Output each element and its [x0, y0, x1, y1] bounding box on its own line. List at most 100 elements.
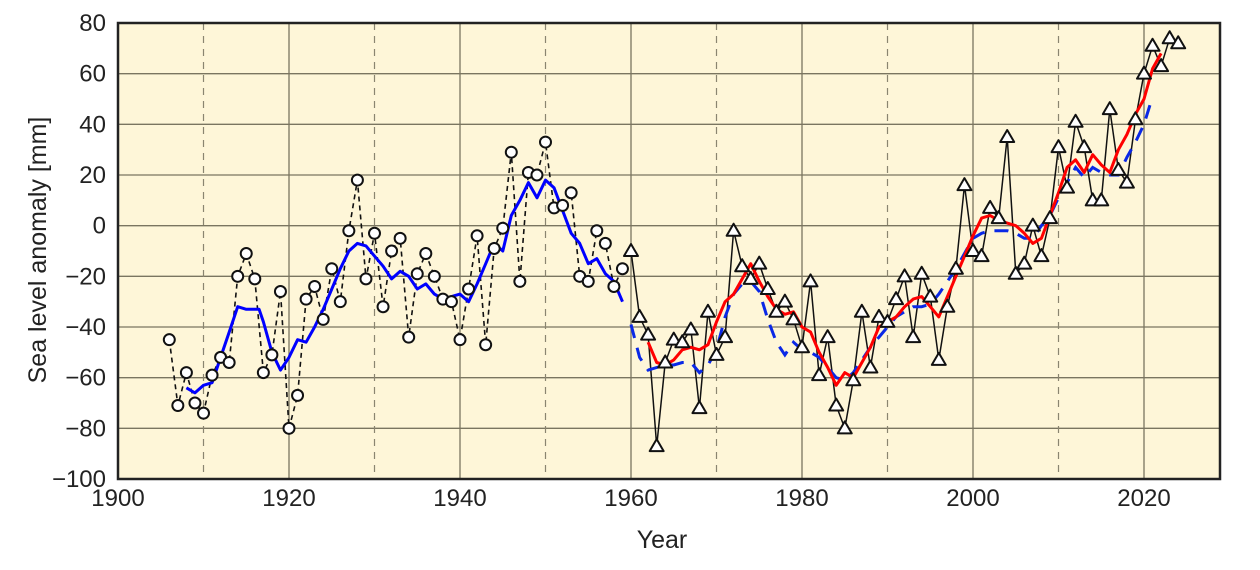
- triangle-marker: [699, 303, 716, 318]
- circle-marker: [496, 221, 510, 235]
- circle-marker: [222, 355, 236, 369]
- triangle-marker: [836, 420, 853, 435]
- circle-marker: [385, 244, 399, 258]
- triangle-marker: [973, 248, 990, 263]
- circle-marker: [273, 285, 287, 299]
- circle-marker: [453, 333, 467, 347]
- circle-marker: [607, 279, 621, 293]
- triangle-marker: [956, 177, 973, 192]
- circle-marker: [615, 262, 629, 276]
- y-axis-title: Sea level anomaly [mm]: [24, 117, 52, 384]
- y-tick-label: 0: [93, 213, 106, 240]
- x-tick-label: 1940: [433, 485, 486, 512]
- triangle-marker: [828, 397, 845, 412]
- circle-marker: [462, 282, 476, 296]
- triangle-marker: [1050, 139, 1067, 154]
- circle-marker: [513, 274, 527, 288]
- circle-marker: [539, 135, 552, 149]
- triangle-marker: [794, 339, 810, 354]
- triangle-marker: [734, 258, 751, 273]
- circle-marker: [393, 231, 407, 245]
- triangle-marker: [1170, 35, 1187, 50]
- circle-marker: [325, 262, 339, 276]
- circle-marker: [299, 292, 313, 306]
- y-tick-label: −40: [65, 314, 106, 341]
- triangle-marker: [674, 334, 691, 349]
- circle-marker: [205, 368, 219, 382]
- triangle-marker: [1153, 58, 1170, 73]
- circle-marker: [239, 247, 253, 261]
- triangle-marker: [896, 268, 913, 283]
- y-tick-label: 80: [79, 10, 106, 37]
- triangle-marker: [1110, 161, 1127, 176]
- circle-marker: [265, 348, 279, 362]
- circle-marker: [581, 274, 595, 288]
- triangle-marker: [1118, 174, 1135, 189]
- circle-marker: [598, 236, 612, 250]
- plot-frame: [116, 21, 1222, 481]
- triangle-marker: [657, 354, 674, 369]
- plot-area: [118, 23, 1220, 479]
- triangle-marker: [982, 199, 999, 214]
- triangle-marker: [759, 281, 776, 295]
- triangle-marker: [708, 346, 725, 361]
- circle-marker: [556, 198, 570, 212]
- triangle-marker: [742, 270, 759, 285]
- circle-marker: [410, 267, 424, 281]
- circle-marker: [376, 300, 390, 314]
- triangle-marker: [870, 308, 887, 323]
- y-tick-label: 20: [79, 162, 106, 189]
- circle-marker: [162, 333, 176, 347]
- triangle-marker: [682, 321, 699, 336]
- triangle-marker: [922, 288, 939, 303]
- circle-marker: [530, 168, 544, 182]
- triangle-marker: [947, 260, 964, 275]
- circle-marker: [333, 295, 347, 309]
- triangle-marker: [717, 329, 734, 344]
- triangle-marker: [1144, 37, 1161, 52]
- triangle-marker: [648, 438, 665, 453]
- circle-marker: [248, 272, 262, 286]
- triangle-marker: [768, 303, 785, 318]
- circle-marker: [359, 272, 373, 286]
- triangle-marker: [785, 311, 802, 326]
- triangle-marker: [965, 243, 981, 257]
- smoothed-red-line: [646, 52, 1163, 387]
- smoothed-blue-line: [185, 178, 624, 395]
- x-tick-label: 2020: [1117, 485, 1170, 512]
- triangle-marker: [1033, 248, 1050, 263]
- y-tick-label: −20: [65, 263, 106, 290]
- triangle-marker: [1067, 113, 1084, 128]
- y-tick-label: 40: [79, 111, 106, 138]
- triangle-marker: [1136, 65, 1152, 80]
- triangle-marker: [751, 255, 768, 270]
- circle-marker: [316, 312, 330, 326]
- triangle-marker: [725, 222, 742, 237]
- triangle-marker: [802, 273, 819, 288]
- triangle-marker: [845, 372, 862, 387]
- circle-marker: [282, 421, 296, 435]
- circle-marker: [342, 224, 356, 238]
- circle-marker: [231, 269, 245, 283]
- triangle-marker: [939, 298, 956, 313]
- triangle-marker: [819, 329, 836, 344]
- circle-marker: [171, 399, 185, 413]
- x-axis-title: Year: [637, 526, 688, 554]
- triangle-marker: [691, 400, 708, 415]
- triangle-marker: [1059, 179, 1076, 194]
- x-tick-label: 1920: [262, 485, 315, 512]
- circle-marker: [368, 226, 381, 240]
- triangle-marker: [913, 265, 930, 280]
- circle-marker: [308, 279, 322, 293]
- x-tick-label: 1900: [91, 485, 144, 512]
- circle-marker: [444, 295, 458, 309]
- triangle-marker: [905, 329, 922, 344]
- x-tick-label: 1980: [775, 485, 828, 512]
- circle-marker: [256, 366, 270, 380]
- circle-marker: [188, 396, 202, 410]
- triangle-marker: [1007, 265, 1024, 280]
- triangle-marker: [990, 210, 1007, 225]
- circle-marker: [590, 224, 604, 238]
- y-tick-label: −100: [52, 466, 106, 493]
- triangle-marker: [640, 326, 657, 341]
